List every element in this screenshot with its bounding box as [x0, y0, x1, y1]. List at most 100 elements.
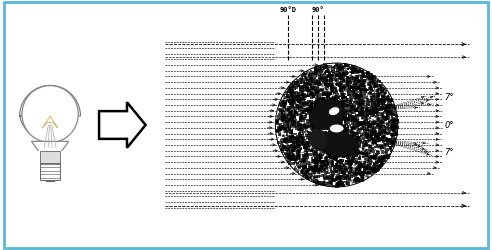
Point — [335, 76, 343, 80]
Point — [332, 108, 339, 112]
Point — [386, 112, 394, 116]
Point — [383, 121, 391, 125]
Point — [284, 107, 292, 111]
Point — [328, 174, 336, 178]
Point — [322, 160, 330, 164]
Point — [334, 109, 342, 113]
Point — [353, 161, 361, 165]
Point — [303, 87, 311, 91]
Point — [344, 75, 352, 79]
Point — [307, 103, 315, 107]
Point — [388, 143, 396, 147]
Point — [340, 125, 348, 129]
Point — [380, 159, 388, 163]
Point — [338, 164, 345, 168]
Point — [284, 108, 292, 112]
Point — [378, 106, 386, 110]
Point — [365, 117, 372, 121]
Point — [372, 144, 380, 148]
Point — [285, 95, 293, 99]
Point — [359, 152, 367, 156]
Point — [363, 71, 371, 75]
Point — [300, 124, 308, 128]
Point — [356, 103, 364, 107]
Point — [335, 174, 342, 178]
Point — [303, 150, 311, 154]
Point — [342, 71, 350, 75]
Point — [300, 159, 308, 163]
Point — [290, 106, 298, 110]
Point — [336, 71, 344, 75]
Point — [337, 132, 344, 136]
Point — [375, 126, 383, 130]
Point — [321, 146, 329, 150]
Point — [338, 141, 345, 145]
Point — [341, 64, 349, 68]
Point — [320, 106, 328, 110]
Point — [339, 155, 347, 159]
Point — [370, 168, 378, 172]
Point — [334, 183, 341, 187]
Point — [367, 144, 374, 148]
Point — [371, 130, 379, 134]
Point — [364, 76, 371, 80]
Point — [346, 176, 354, 180]
Point — [352, 76, 360, 80]
Point — [375, 132, 383, 136]
Point — [339, 72, 347, 76]
Point — [377, 86, 385, 89]
Point — [280, 105, 288, 109]
Point — [340, 136, 348, 140]
Point — [320, 115, 328, 119]
Point — [369, 96, 377, 100]
Point — [310, 76, 318, 80]
Point — [340, 96, 348, 100]
Point — [326, 75, 334, 79]
Point — [311, 164, 319, 168]
Point — [373, 149, 381, 153]
Point — [324, 75, 332, 79]
Point — [337, 62, 344, 66]
Point — [361, 120, 369, 124]
Point — [375, 159, 383, 163]
Point — [347, 161, 355, 165]
Point — [292, 94, 300, 98]
Point — [345, 150, 353, 154]
Point — [323, 100, 331, 103]
Point — [330, 72, 338, 76]
Point — [358, 107, 366, 111]
Point — [358, 75, 366, 79]
Point — [360, 155, 368, 159]
Point — [338, 132, 346, 136]
Point — [351, 67, 359, 71]
Point — [300, 156, 308, 160]
Point — [294, 92, 302, 96]
Point — [386, 98, 394, 102]
Point — [317, 106, 325, 110]
Point — [350, 130, 358, 134]
Point — [355, 70, 363, 74]
Point — [374, 138, 382, 142]
Point — [333, 159, 340, 163]
Point — [303, 94, 311, 98]
Point — [305, 78, 312, 82]
Point — [323, 120, 331, 124]
Point — [347, 118, 355, 122]
Point — [304, 152, 311, 156]
Point — [294, 112, 302, 116]
Point — [315, 170, 323, 174]
Point — [373, 114, 381, 118]
Point — [341, 116, 349, 119]
Point — [331, 118, 338, 122]
Point — [350, 138, 358, 142]
Point — [300, 94, 308, 98]
Point — [311, 93, 319, 97]
Point — [332, 130, 339, 134]
Point — [364, 72, 372, 76]
Point — [379, 156, 387, 160]
Point — [289, 126, 297, 130]
Point — [332, 70, 340, 74]
Point — [328, 123, 336, 127]
Point — [320, 86, 328, 90]
Point — [337, 82, 345, 86]
